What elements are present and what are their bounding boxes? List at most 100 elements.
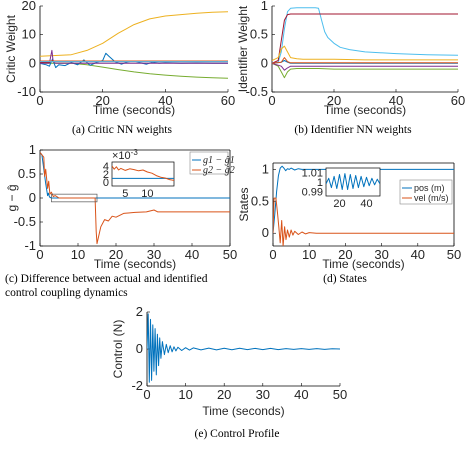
x-tick-label: 40 bbox=[294, 387, 308, 402]
series-group bbox=[40, 152, 230, 245]
y-axis-label: Identifier Weight bbox=[236, 5, 250, 92]
inset-x-tick-label: 10 bbox=[141, 188, 153, 200]
chart-d: 0 10 20 30 40 50 0 0.5 1 Time (seconds) States pos … bbox=[237, 161, 461, 271]
x-tick-label: 10 bbox=[178, 387, 192, 402]
series-line-yellow bbox=[40, 11, 228, 57]
x-tick-label: 0 bbox=[269, 247, 276, 262]
y-tick-label: -2 bbox=[131, 378, 143, 393]
inset-series-line bbox=[112, 165, 174, 181]
y-tick-label: 1 bbox=[261, 0, 268, 13]
y-tick-label: 0 bbox=[29, 55, 36, 70]
inset-frame bbox=[325, 167, 381, 197]
x-tick-label: 0 bbox=[268, 93, 275, 108]
y-tick-label: 0 bbox=[261, 55, 268, 70]
x-tick-label: 60 bbox=[221, 93, 235, 108]
inset-x-tick-label: 40 bbox=[360, 198, 372, 210]
x-tick-label: 60 bbox=[451, 93, 465, 108]
series-line-vel-m-s- bbox=[273, 197, 454, 246]
legend-label: pos (m) bbox=[414, 183, 445, 193]
series-line-orange bbox=[272, 57, 458, 64]
series-line-yellow bbox=[272, 45, 458, 61]
caption-d: (d) States bbox=[323, 273, 367, 285]
x-tick-label: 50 bbox=[223, 247, 237, 262]
caption-a: (a) Critic NN weights bbox=[72, 124, 172, 136]
y-tick-label: -0.5 bbox=[246, 84, 268, 99]
x-axis-label: Time (seconds) bbox=[94, 257, 176, 271]
inset-multiplier: ×10-3 bbox=[112, 148, 138, 162]
caption-c-line2: control coupling dynamics bbox=[5, 287, 128, 299]
legend-box bbox=[399, 179, 453, 205]
y-tick-label: -10 bbox=[17, 84, 36, 99]
y-tick-label: -1 bbox=[24, 238, 36, 253]
y-tick-label: 1 bbox=[29, 142, 36, 157]
series-line-blue bbox=[147, 313, 340, 383]
series-line-cyan bbox=[272, 7, 458, 64]
x-tick-label: 10 bbox=[71, 247, 85, 262]
x-tick-label: 0 bbox=[36, 247, 43, 262]
x-tick-label: 30 bbox=[374, 247, 388, 262]
series-line-purple bbox=[272, 62, 458, 71]
legend-label: g1 − ĝ1 bbox=[203, 155, 235, 166]
y-tick-label: 10 bbox=[22, 27, 36, 42]
y-axis-label: Critic Weight bbox=[4, 14, 18, 82]
inset-x-tick-label: 20 bbox=[333, 198, 345, 210]
y-tick-label: 0.5 bbox=[251, 193, 269, 208]
caption-e: (e) Control Profile bbox=[195, 428, 280, 440]
legend: pos (m)vel (m/s) bbox=[399, 179, 453, 205]
y-tick-label: 1 bbox=[262, 161, 269, 176]
x-tick-label: 20 bbox=[327, 93, 341, 108]
x-tick-label: 40 bbox=[185, 247, 199, 262]
inset-y-tick-label: 1.01 bbox=[302, 168, 323, 180]
y-tick-label: 0 bbox=[262, 225, 269, 240]
x-axis-label: Time (seconds) bbox=[93, 103, 175, 117]
y-tick-label: 20 bbox=[22, 0, 36, 13]
y-axis-label: g − ĝ bbox=[5, 184, 19, 211]
legend-label: g2 − ĝ2 bbox=[203, 165, 235, 176]
series-group bbox=[147, 313, 340, 383]
zoom-box bbox=[51, 193, 98, 203]
x-axis-label: Time (seconds) bbox=[324, 103, 406, 117]
series-line-purple bbox=[40, 49, 228, 64]
x-tick-label: 20 bbox=[217, 387, 231, 402]
series-line-blue bbox=[40, 52, 228, 69]
inset-c: 5 10 024×10-3 bbox=[103, 148, 175, 200]
x-tick-label: 20 bbox=[109, 247, 123, 262]
x-axis-label: Time (seconds) bbox=[322, 257, 404, 271]
inset-y-tick-label: 2 bbox=[103, 169, 109, 181]
y-axis-label: Control (N) bbox=[111, 320, 125, 379]
x-tick-label: 40 bbox=[158, 93, 172, 108]
series-group bbox=[40, 11, 228, 79]
legend-label: vel (m/s) bbox=[414, 193, 449, 203]
x-tick-label: 20 bbox=[338, 247, 352, 262]
x-tick-label: 0 bbox=[143, 387, 150, 402]
y-axis-label: States bbox=[237, 187, 251, 221]
y-tick-label: 0 bbox=[136, 341, 143, 356]
y-tick-label: -0.5 bbox=[14, 214, 36, 229]
inset-y-tick-label: 1 bbox=[317, 177, 323, 189]
legend-box bbox=[189, 151, 229, 175]
x-tick-label: 40 bbox=[411, 247, 425, 262]
series-group bbox=[272, 7, 458, 79]
x-tick-label: 50 bbox=[333, 387, 347, 402]
inset-y-tick-label: 0.99 bbox=[302, 186, 323, 198]
inset-x-tick-label: 5 bbox=[122, 188, 128, 200]
y-tick-label: 0.5 bbox=[18, 166, 36, 181]
x-tick-label: 40 bbox=[389, 93, 403, 108]
series-line-g2-2 bbox=[40, 152, 230, 245]
series-line-green bbox=[272, 62, 458, 79]
x-tick-label: 20 bbox=[95, 93, 109, 108]
series-line-green bbox=[40, 62, 228, 79]
inset-series-line bbox=[326, 173, 380, 190]
x-axis-label: Time (seconds) bbox=[202, 404, 284, 418]
caption-c-line1: (c) Difference between actual and identi… bbox=[5, 273, 208, 285]
y-tick-label: 2 bbox=[136, 304, 143, 319]
x-tick-label: 30 bbox=[147, 247, 161, 262]
series-line-g1-1 bbox=[40, 152, 230, 199]
